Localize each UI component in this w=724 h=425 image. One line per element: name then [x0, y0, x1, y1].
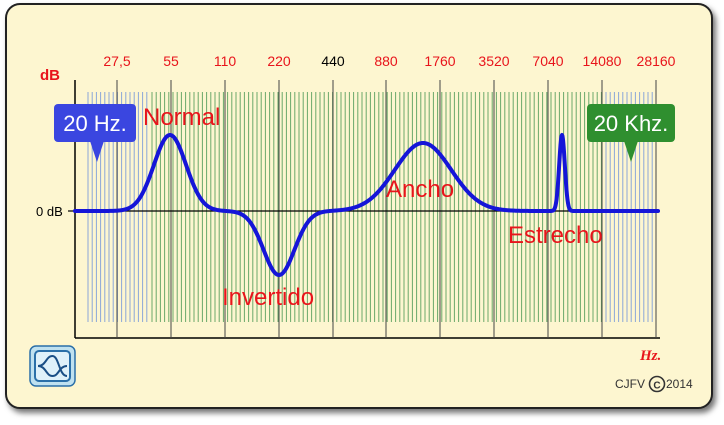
frequency-label: 880 [374, 53, 398, 69]
low-band-callout: 20 Hz. [54, 104, 136, 162]
copyright-icon [648, 375, 666, 393]
eq-response-curve [73, 133, 660, 277]
low-band-label: 20 Hz. [63, 111, 127, 136]
frequency-label: 7040 [532, 53, 563, 69]
frequency-labels: 27,5 55 110 220 440 880 1760 3520 7040 14080 28160 [103, 53, 675, 69]
frequency-label: 220 [267, 53, 291, 69]
invertido-filter-label: Invertido [222, 284, 314, 311]
frequency-label: 14080 [583, 53, 622, 69]
high-band-callout: 20 Khz. [587, 104, 675, 162]
hz-axis-label: Hz. [639, 348, 661, 364]
estrecho-filter-label: Estrecho [508, 222, 603, 249]
high-band-label: 20 Khz. [594, 111, 669, 136]
frequency-label: 440 [321, 53, 345, 69]
audible-range-lines [151, 92, 602, 322]
frequency-label: 110 [214, 53, 237, 69]
db-axis-label: dB [40, 67, 60, 84]
bell-curve-icon [37, 354, 68, 378]
frequency-label: 3520 [478, 53, 509, 69]
credit-author: CJFV [615, 377, 645, 391]
copyright-symbol: C [653, 381, 660, 392]
normal-filter-label: Normal [143, 104, 220, 131]
credit-year: 2014 [666, 377, 693, 391]
frequency-label: 28160 [637, 53, 676, 69]
credit: CJFV C 2014 [615, 375, 693, 393]
zero-db-label: 0 dB [36, 204, 63, 219]
frequency-label: 27,5 [103, 53, 130, 69]
ancho-filter-label: Ancho [386, 176, 454, 203]
frequency-label: 1760 [424, 53, 455, 69]
bell-curve-button[interactable] [29, 345, 76, 387]
frequency-label: 55 [163, 53, 179, 69]
